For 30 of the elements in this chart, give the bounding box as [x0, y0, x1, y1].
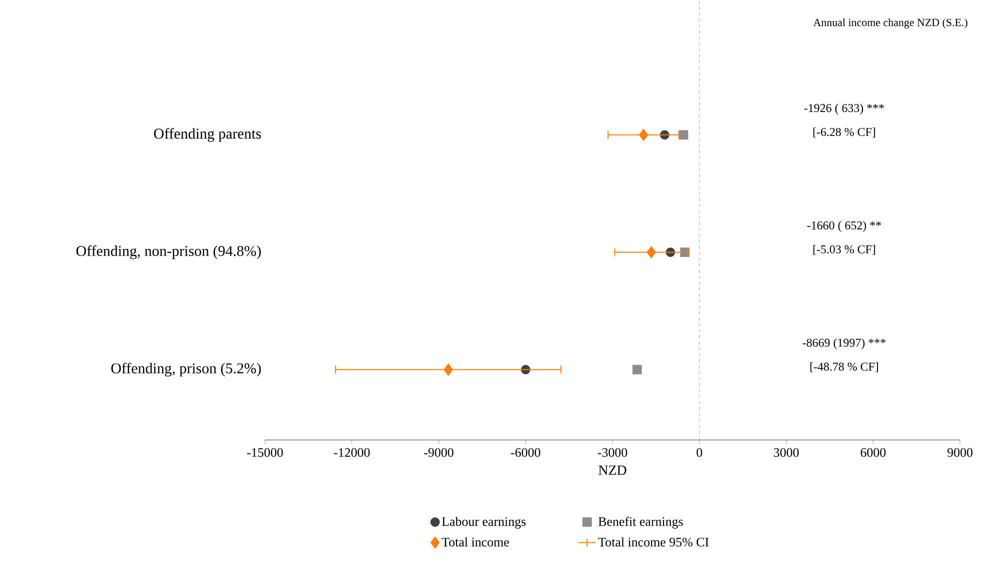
x-tick-label: -6000	[511, 448, 540, 457]
annotation: [-6.28 % CF]	[813, 128, 875, 138]
x-tick-label: 6000	[860, 448, 886, 457]
y-tick-label: Offending, non-prison (94.8%)	[76, 245, 261, 260]
annotation: Annual income change NZD (S.E.)	[813, 18, 968, 28]
annotation: -1660 ( 652) **	[807, 221, 881, 232]
annotation: -1926 ( 633) ***	[804, 104, 884, 115]
x-axis-title: NZD	[598, 466, 626, 475]
y-tick-label: Offending, prison (5.2%)	[111, 362, 261, 376]
point	[646, 246, 656, 258]
x-tick-label: 0	[696, 448, 702, 457]
point	[678, 130, 688, 140]
x-tick-label: -12000	[334, 448, 370, 457]
point	[638, 128, 648, 142]
legend-label: Labour earnings	[442, 516, 526, 529]
x-tick-label: -3000	[598, 448, 628, 457]
annotation: [-48.78 % CF]	[810, 362, 878, 372]
legend-label: Total income	[442, 537, 509, 546]
annotation: -8669 (1997) ***	[802, 338, 886, 350]
x-tick-label: -15000	[247, 448, 283, 457]
point	[666, 248, 676, 257]
text: Total income 95% CI	[598, 537, 709, 547]
y-tick-label: Offending parents	[154, 128, 261, 142]
point	[444, 363, 454, 376]
x-tick-label: 9000	[947, 448, 972, 457]
point	[632, 364, 642, 374]
x-tick-label: -9000	[424, 448, 454, 457]
x-tick-label: 3000	[774, 448, 799, 457]
legend-label: Benefit earnings	[598, 516, 683, 529]
annotation: [-5.03 % CF]	[813, 244, 875, 255]
